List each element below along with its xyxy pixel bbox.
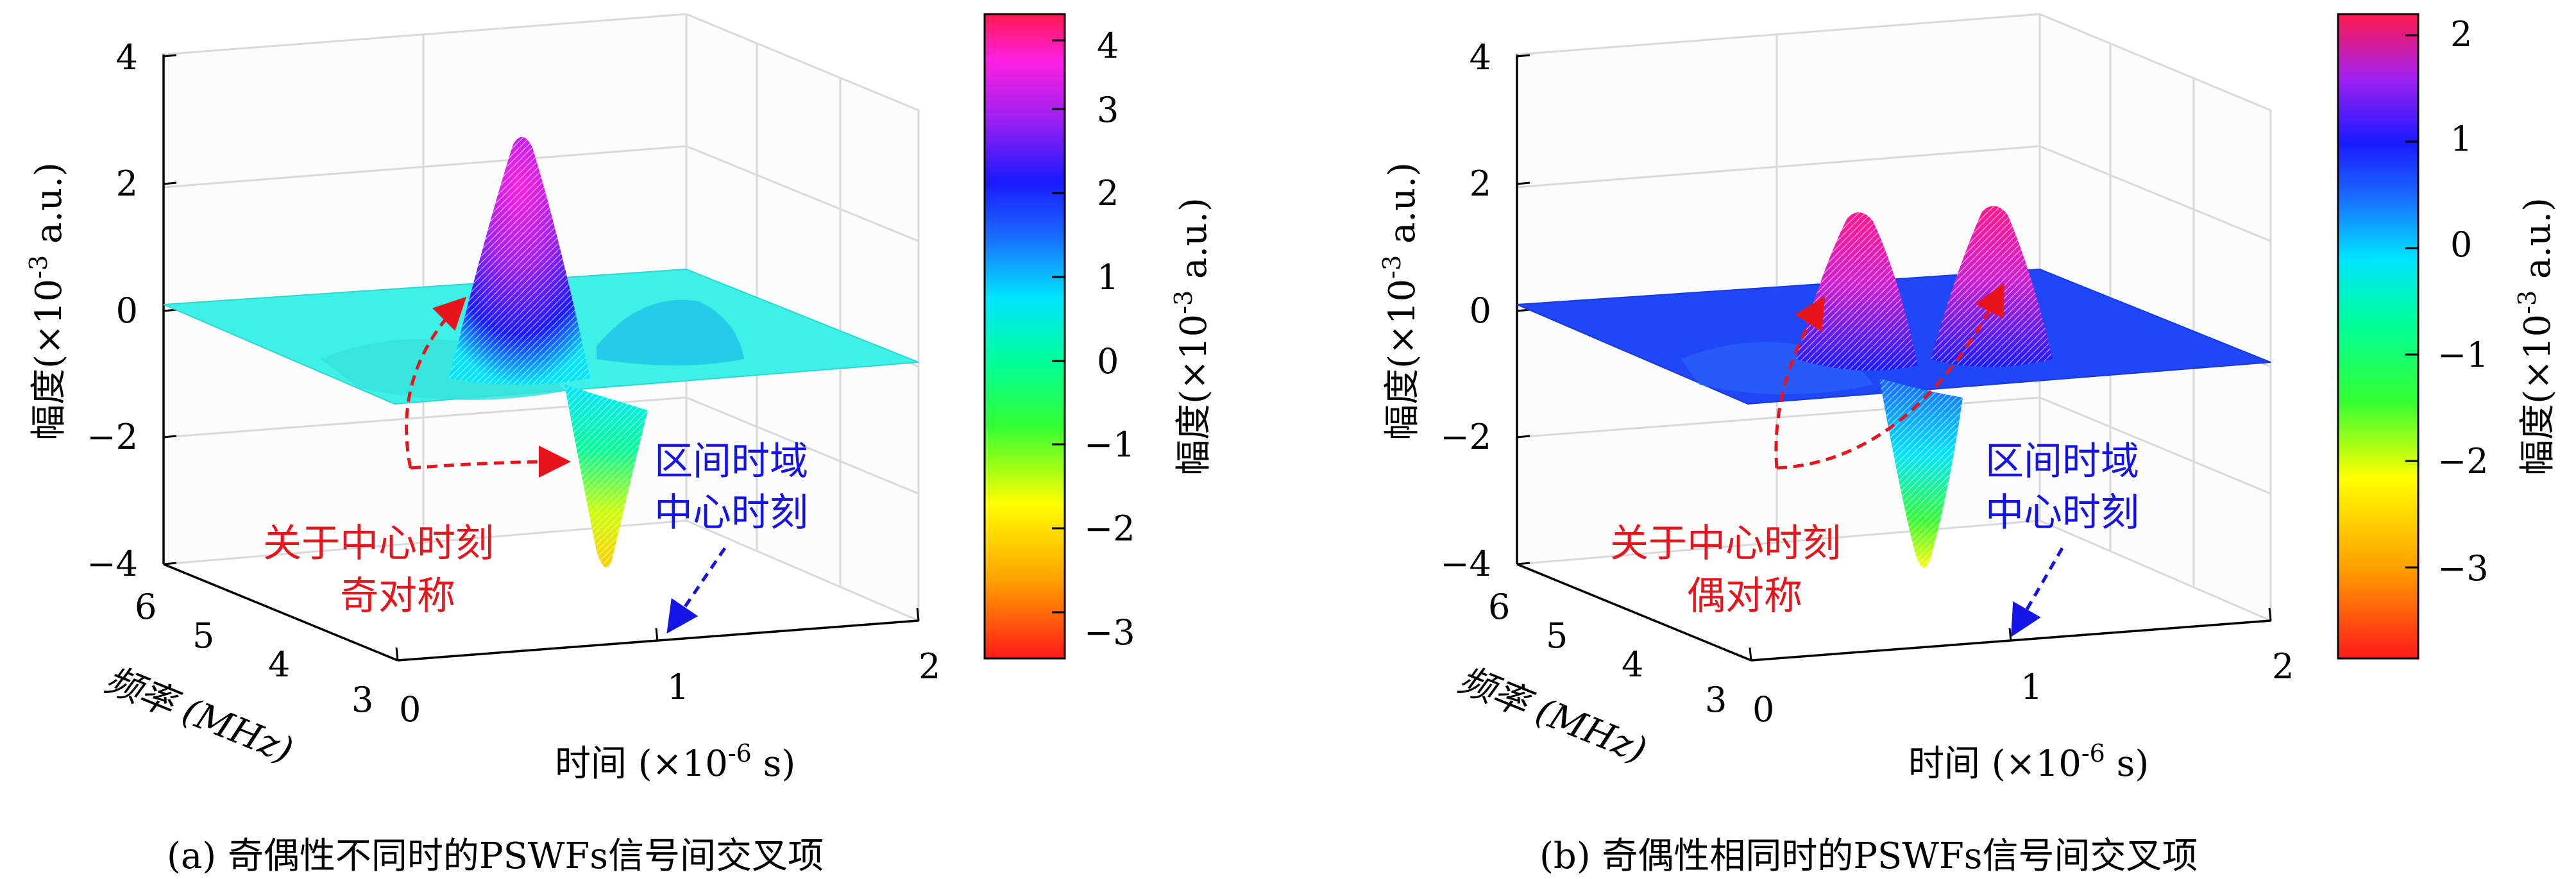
annotation-blue-line2-a: 中心时刻: [654, 490, 808, 535]
z-tick-a-3: −2: [87, 417, 138, 457]
annotation-red-line2-b: 偶对称: [1687, 574, 1802, 619]
cbar-tick-b-m3: −3: [2437, 548, 2489, 589]
y-tick-b-4: 4: [1622, 644, 1643, 685]
colorbar-label-b: 幅度(×10-3 a.u.): [2513, 197, 2559, 476]
cbar-tick-a-3: 3: [1097, 90, 1119, 130]
panel-a: 4 2 0 −2 −4 6 5 4 3 0 1 2 幅度(×10-3 a.u.)…: [24, 13, 1215, 785]
cbar-tick-a-1: 1: [1097, 257, 1119, 297]
z-tick-b-0: 4: [1470, 37, 1491, 78]
annotation-blue-line1-a: 区间时域: [654, 439, 808, 484]
x-tick-b-0: 0: [1752, 689, 1774, 730]
z-tick-a-1: 2: [116, 163, 138, 204]
caption-b: (b) 奇偶性相同时的PSWFs信号间交叉项: [1539, 835, 2198, 877]
z-axis-label-a: 幅度(×10-3 a.u.): [24, 162, 70, 440]
surface-side-lobe-a: [597, 299, 744, 365]
svg-text:时间 (×10-6 s): 时间 (×10-6 s): [1908, 739, 2149, 785]
colorbar-a: −3 −2 −1 0 1 2 3 4 幅度(×10-3 a.u.): [983, 13, 1215, 660]
y-tick-a-4: 4: [268, 644, 290, 685]
panel-b: 4 2 0 −2 −4 6 5 4 3 0 1 2 幅度(×10-3 a.u.)…: [1378, 13, 2559, 785]
z-tick-a-0: 4: [116, 37, 138, 78]
surface-a: [163, 137, 919, 568]
annotation-red-line1-a: 关于中心时刻: [263, 521, 494, 566]
annotation-center-time-a: 区间时域 中心时刻: [654, 439, 808, 634]
surface-peak1-mesh-b: [1796, 212, 1918, 371]
y-tick-b-6: 6: [1488, 587, 1510, 627]
x-tick-b-1: 1: [2021, 667, 2042, 707]
y-tick-b-5: 5: [1546, 615, 1568, 656]
annotation-odd-symmetry-a: 关于中心时刻 奇对称: [263, 296, 571, 619]
cbar-tick-b-m1: −1: [2437, 335, 2489, 375]
z-tick-b-1: 2: [1470, 163, 1491, 204]
svg-text:幅度(×10-3 a.u.): 幅度(×10-3 a.u.): [1378, 162, 1423, 440]
cbar-tick-a-2: 2: [1097, 173, 1119, 213]
z-tick-b-2: 0: [1470, 290, 1491, 331]
cbar-tick-a-m3: −3: [1084, 612, 1135, 653]
caption-a: (a) 奇偶性不同时的PSWFs信号间交叉项: [167, 835, 824, 877]
x-axis-label-b: 时间 (×10-6 s): [1908, 739, 2149, 785]
colorbar-label-a: 幅度(×10-3 a.u.): [1169, 197, 1215, 476]
annotation-red-line2-a: 奇对称: [340, 574, 455, 619]
z-tick-b-4: −4: [1440, 544, 1491, 584]
cbar-tick-b-1: 1: [2450, 119, 2472, 159]
x-tick-a-0: 0: [399, 689, 421, 730]
annotation-red-line1-b: 关于中心时刻: [1610, 521, 1841, 566]
svg-text:幅度(×10-3 a.u.): 幅度(×10-3 a.u.): [24, 162, 70, 440]
surface-peak-mesh-a: [449, 137, 590, 385]
x-tick-a-2: 2: [919, 646, 940, 687]
cbar-tick-b-2: 2: [2450, 14, 2472, 54]
svg-text:时间 (×10-6 s): 时间 (×10-6 s): [555, 739, 795, 785]
svg-text:幅度(×10-3 a.u.): 幅度(×10-3 a.u.): [2513, 197, 2559, 476]
annotation-blue-line2-b: 中心时刻: [1985, 490, 2139, 535]
y-tick-a-6: 6: [135, 587, 157, 627]
cbar-tick-a-4: 4: [1097, 26, 1119, 66]
annotation-center-time-b: 区间时域 中心时刻: [1985, 439, 2139, 637]
cbar-tick-a-0: 0: [1097, 341, 1119, 381]
surface-trough-mesh-a: [564, 385, 648, 568]
z-tick-a-2: 0: [116, 290, 138, 331]
y-tick-a-3: 3: [352, 680, 373, 720]
colorbar-b: −3 −2 −1 0 1 2 幅度(×10-3 a.u.): [2337, 13, 2559, 660]
z-axis-label-b: 幅度(×10-3 a.u.): [1378, 162, 1423, 440]
surface-trough-mesh-b: [1879, 378, 1963, 568]
cbar-tick-a-m1: −1: [1084, 424, 1135, 465]
cbar-tick-b-m2: −2: [2437, 441, 2489, 481]
y-tick-b-3: 3: [1705, 680, 1727, 720]
z-tick-b-3: −2: [1440, 417, 1491, 457]
cbar-tick-a-m2: −2: [1084, 508, 1135, 549]
x-tick-b-2: 2: [2272, 646, 2294, 687]
cbar-tick-b-0: 0: [2450, 224, 2472, 265]
x-tick-a-1: 1: [667, 667, 689, 707]
annotation-even-symmetry-b: 关于中心时刻 偶对称: [1610, 283, 2004, 619]
annotation-blue-line1-b: 区间时域: [1985, 439, 2139, 484]
svg-text:幅度(×10-3 a.u.): 幅度(×10-3 a.u.): [1169, 197, 1215, 476]
y-tick-a-5: 5: [192, 615, 214, 656]
z-tick-a-4: −4: [87, 544, 138, 584]
x-axis-label-a: 时间 (×10-6 s): [555, 739, 795, 785]
